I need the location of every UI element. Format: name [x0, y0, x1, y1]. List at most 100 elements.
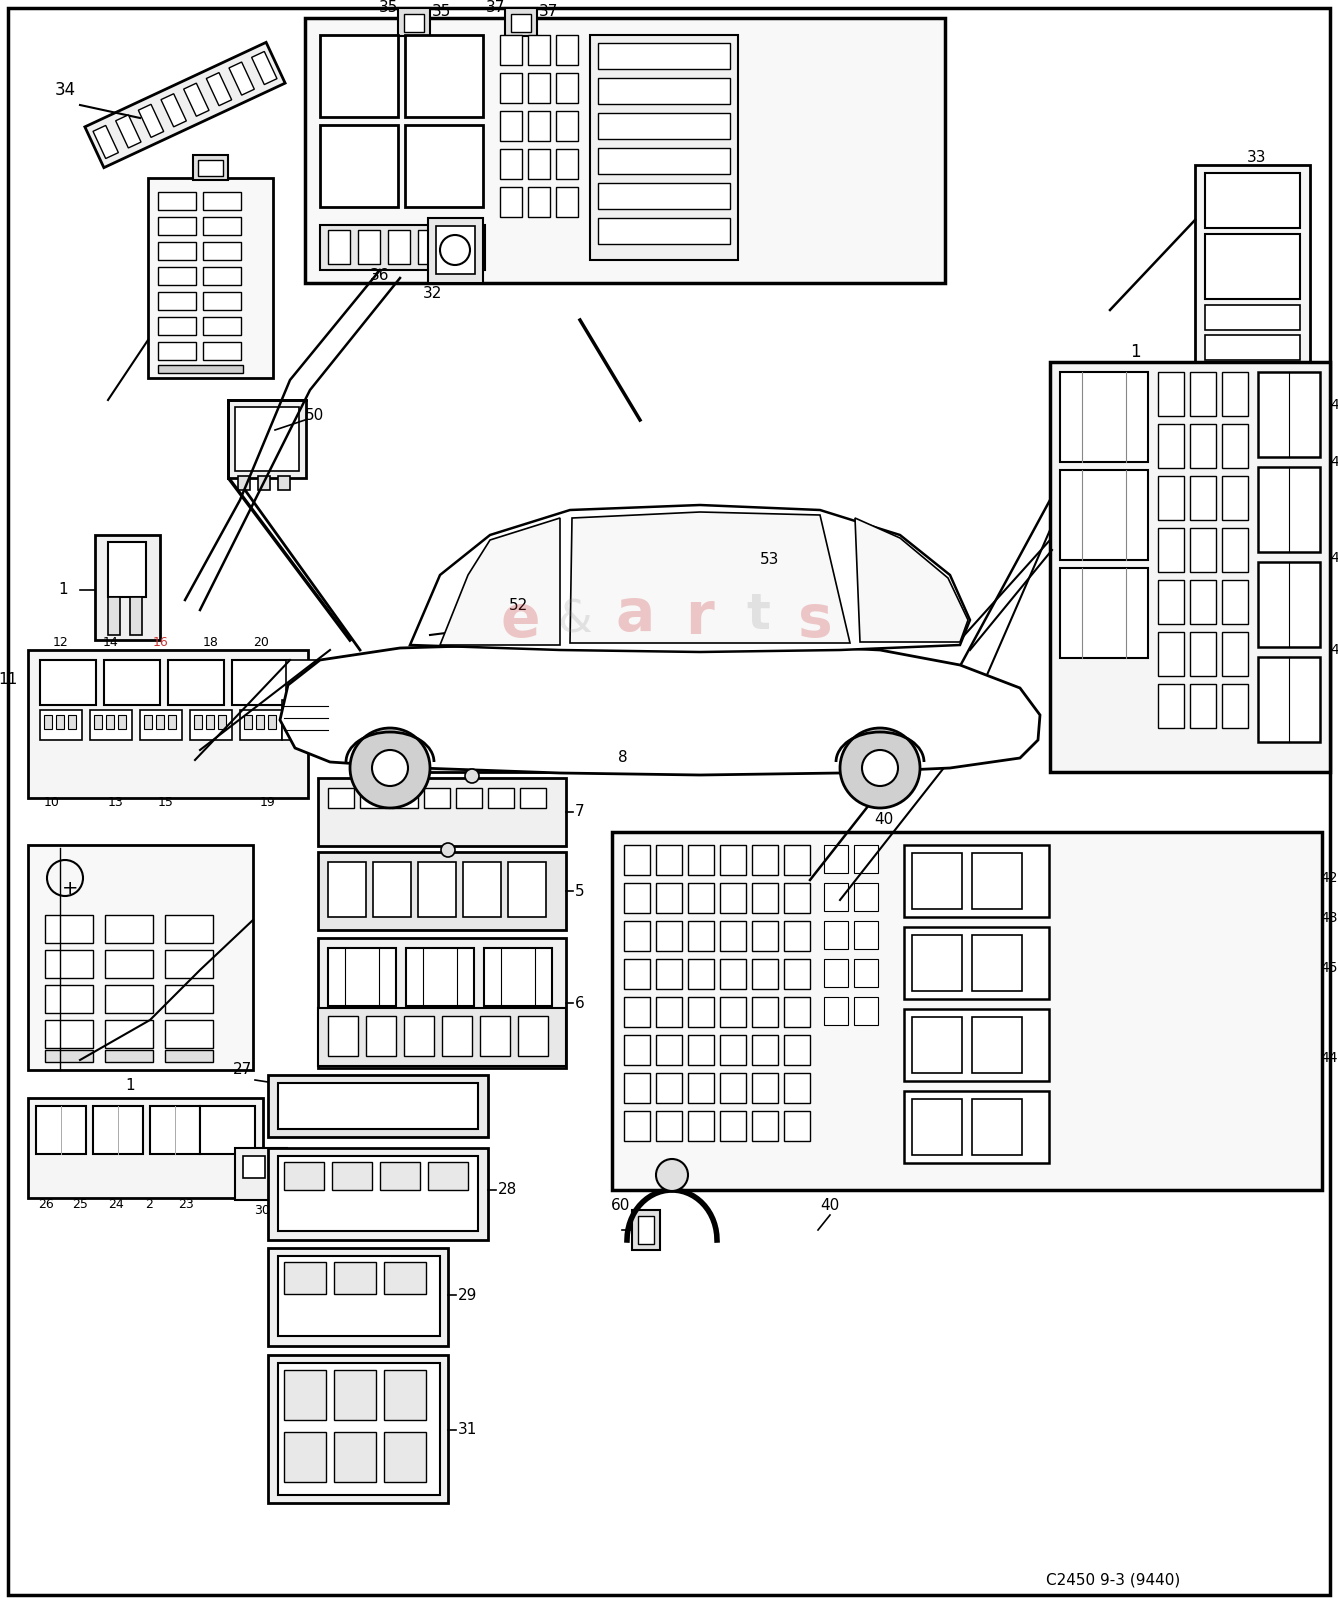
Bar [130, 596, 142, 635]
Bar [484, 947, 553, 1007]
Bar [28, 845, 253, 1069]
Text: 16: 16 [153, 636, 169, 649]
Bar [656, 883, 682, 914]
Bar [45, 951, 94, 978]
Bar [392, 789, 417, 808]
Text: 12: 12 [54, 636, 68, 649]
Bar [1060, 470, 1148, 559]
Bar [971, 935, 1022, 991]
Bar [752, 883, 777, 914]
Bar [529, 35, 550, 66]
Bar [1222, 425, 1248, 468]
Bar [598, 183, 731, 208]
Bar [676, 596, 686, 670]
Bar [656, 922, 682, 951]
Bar [638, 1217, 654, 1244]
Bar [632, 596, 642, 670]
Bar [549, 588, 710, 678]
Bar [688, 959, 714, 989]
Bar [278, 1363, 440, 1496]
Bar [165, 915, 213, 943]
Bar [784, 997, 809, 1028]
Bar [752, 1072, 777, 1103]
Bar [383, 742, 607, 773]
Bar [971, 853, 1022, 909]
Bar [404, 1016, 434, 1056]
Text: 1: 1 [1129, 343, 1140, 361]
Bar [1222, 632, 1248, 676]
Bar [203, 317, 241, 335]
Bar [557, 188, 578, 216]
Bar [193, 155, 227, 180]
Text: 8: 8 [618, 750, 628, 765]
Bar [334, 1262, 376, 1294]
Bar [500, 111, 522, 141]
Bar [218, 715, 226, 729]
Bar [688, 997, 714, 1028]
Bar [529, 74, 550, 103]
Bar [854, 883, 878, 911]
Bar [203, 192, 241, 210]
Bar [752, 1111, 777, 1141]
Bar [384, 1431, 425, 1483]
Bar [244, 1156, 265, 1178]
Bar [854, 922, 878, 949]
Bar [90, 710, 132, 741]
Bar [328, 947, 396, 1007]
Bar [108, 542, 146, 596]
Bar [511, 14, 531, 32]
Bar [598, 79, 731, 104]
Bar [268, 715, 276, 729]
Bar [284, 1371, 326, 1420]
Bar [529, 188, 550, 216]
Bar [203, 268, 241, 285]
Bar [194, 715, 202, 729]
Text: 32: 32 [423, 285, 442, 300]
Bar [332, 1162, 372, 1189]
Text: 24: 24 [108, 1199, 124, 1212]
Bar [913, 1016, 962, 1072]
Bar [720, 922, 747, 951]
Bar [720, 1036, 747, 1064]
Bar [720, 997, 747, 1028]
Bar [256, 715, 264, 729]
Text: 13: 13 [108, 795, 124, 808]
Bar [384, 1371, 425, 1420]
Bar [359, 229, 380, 264]
Polygon shape [84, 42, 285, 168]
Bar [688, 922, 714, 951]
Bar [557, 111, 578, 141]
Text: 43: 43 [1330, 455, 1338, 470]
Bar [720, 1072, 747, 1103]
Circle shape [862, 750, 898, 785]
Bar [1258, 372, 1321, 457]
Bar [104, 984, 153, 1013]
Polygon shape [161, 93, 186, 127]
Text: 42: 42 [1321, 870, 1338, 885]
Text: 31: 31 [458, 1422, 478, 1438]
Bar [169, 660, 223, 705]
Bar [598, 112, 731, 139]
Bar [598, 218, 731, 244]
Polygon shape [206, 72, 231, 106]
Bar [529, 149, 550, 180]
Bar [1206, 335, 1301, 361]
Circle shape [442, 843, 455, 858]
Bar [1050, 362, 1330, 773]
Bar [104, 1020, 153, 1048]
Polygon shape [409, 505, 970, 652]
Bar [624, 959, 650, 989]
Bar [504, 8, 537, 35]
Text: 33: 33 [1247, 151, 1267, 165]
Bar [456, 789, 482, 808]
Bar [656, 845, 682, 875]
Bar [417, 229, 440, 264]
Bar [203, 216, 241, 236]
Bar [56, 715, 64, 729]
Bar [388, 229, 409, 264]
Bar [720, 845, 747, 875]
Bar [165, 1050, 213, 1063]
Bar [784, 1111, 809, 1141]
Text: s: s [797, 592, 832, 649]
Bar [1189, 632, 1216, 676]
